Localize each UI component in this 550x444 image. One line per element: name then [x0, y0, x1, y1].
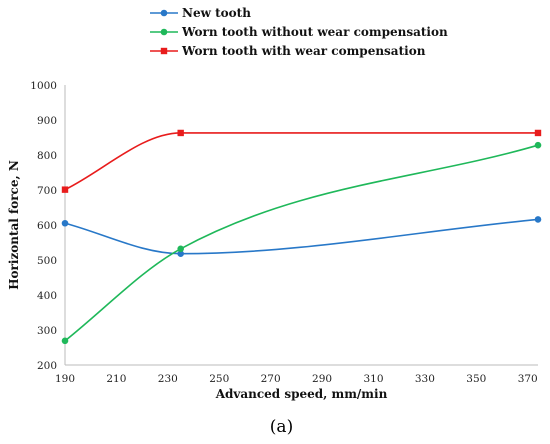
series-new-tooth: [61, 216, 542, 257]
legend-marker: [160, 47, 168, 55]
x-tick-label: 270: [261, 373, 281, 385]
plot-area: 190 210 230 250 270 290 310 330 350 370 200 300 400…: [30, 80, 542, 385]
legend-item-new-tooth: New tooth: [150, 6, 251, 20]
data-point: [534, 216, 542, 223]
figure-caption: (a): [270, 417, 293, 437]
y-tick-label: 400: [37, 290, 57, 302]
legend-label: Worn tooth without wear compensation: [181, 25, 448, 39]
legend-marker: [160, 9, 168, 17]
series-worn-tooth-without-wear-compensation: [61, 141, 542, 345]
y-tick-labels: 200 300 400 500 600 700 800 900 1000: [30, 80, 57, 372]
x-tick-label: 250: [209, 373, 229, 385]
y-tick-label: 1000: [30, 80, 57, 92]
series-worn-tooth-with-wear-compensation: [61, 129, 542, 193]
x-tick-label: 330: [415, 373, 435, 385]
y-tick-label: 700: [37, 185, 57, 197]
legend-label: Worn tooth with wear compensation: [181, 44, 426, 58]
y-tick-label: 600: [37, 220, 57, 232]
data-point: [177, 245, 184, 253]
data-point: [61, 186, 69, 193]
series-line: [64, 144, 539, 342]
legend-marker: [160, 28, 168, 36]
legend-label: New tooth: [182, 6, 251, 20]
data-point: [177, 129, 184, 137]
x-tick-label: 350: [466, 373, 486, 385]
y-tick-label: 900: [37, 115, 57, 127]
y-tick-label: 800: [37, 150, 57, 162]
data-point: [534, 129, 542, 137]
x-axis-title: Advanced speed, mm/min: [215, 387, 388, 401]
legend-item-worn-tooth-with-wear-compensation: Worn tooth with wear compensation: [150, 44, 426, 58]
legend: New tooth Worn tooth without wear compens…: [150, 6, 448, 58]
data-point: [61, 219, 69, 227]
y-axis-title: Horizontal force, N: [7, 160, 21, 290]
data-point: [534, 141, 542, 149]
y-tick-label: 300: [37, 325, 57, 337]
series-layer: [61, 129, 542, 345]
x-tick-label: 310: [363, 373, 383, 385]
y-tick-label: 200: [37, 360, 57, 372]
x-tick-label: 190: [55, 373, 75, 385]
x-tick-label: 230: [158, 373, 178, 385]
x-tick-label: 290: [312, 373, 332, 385]
y-tick-label: 500: [37, 255, 57, 267]
x-tick-label: 370: [518, 373, 538, 385]
series-line: [64, 132, 538, 191]
data-point: [177, 250, 184, 257]
legend-item-worn-tooth-without-wear-compensation: Worn tooth without wear compensation: [150, 25, 448, 39]
x-tick-label: 210: [106, 373, 126, 385]
x-tick-labels: 190 210 230 250 270 290 310 330 350 370: [55, 373, 538, 385]
data-point: [61, 337, 69, 345]
series-line: [64, 218, 539, 255]
